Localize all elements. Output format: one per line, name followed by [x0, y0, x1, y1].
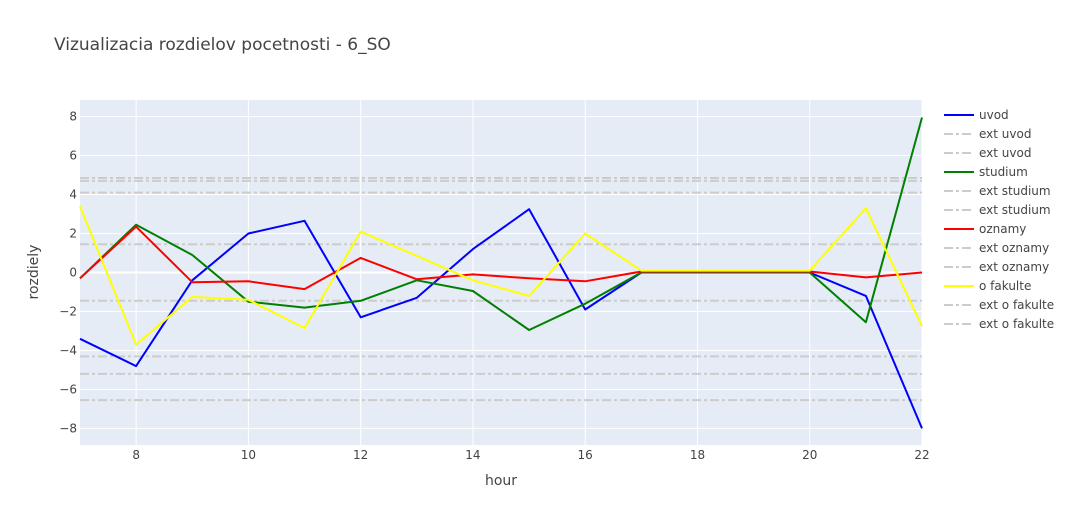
legend-item: ext studium	[944, 203, 1051, 217]
series-line-o-fakulte	[79, 205, 923, 346]
x-tick-label: 22	[914, 448, 929, 462]
legend-item: ext o fakulte	[944, 298, 1054, 312]
legend-label: ext uvod	[979, 146, 1031, 160]
legend-label: studium	[979, 165, 1028, 179]
y-tick-label: 2	[69, 227, 77, 241]
y-axis-ticks: −8 −6 −4 −2 0 2 4 6 8	[59, 110, 77, 436]
x-tick-label: 10	[241, 448, 256, 462]
x-tick-label: 8	[132, 448, 140, 462]
y-tick-label: 4	[69, 188, 77, 202]
legend-item: ext oznamy	[944, 241, 1049, 255]
legend-label: ext oznamy	[979, 260, 1049, 274]
x-tick-label: 16	[578, 448, 593, 462]
legend-label: ext uvod	[979, 127, 1031, 141]
y-tick-label: −4	[59, 343, 77, 357]
legend-label: ext o fakulte	[979, 298, 1054, 312]
x-tick-label: 12	[353, 448, 368, 462]
legend-label: ext oznamy	[979, 241, 1049, 255]
x-axis-ticks: 8 10 12 14 16 18 20 22	[132, 448, 929, 462]
legend-item: ext studium	[944, 184, 1051, 198]
reference-lines	[80, 176, 922, 402]
legend-label: ext o fakulte	[979, 317, 1054, 331]
x-tick-label: 18	[690, 448, 705, 462]
grid-lines	[80, 100, 923, 445]
legend-item: ext uvod	[944, 127, 1031, 141]
y-tick-label: −6	[59, 382, 77, 396]
legend-item: o fakulte	[944, 279, 1031, 293]
y-tick-label: 0	[69, 266, 77, 280]
legend-label: ext studium	[979, 184, 1051, 198]
x-tick-label: 14	[465, 448, 480, 462]
y-tick-label: 6	[69, 149, 77, 163]
legend-item: ext uvod	[944, 146, 1031, 160]
legend: uvod ext uvod ext uvod studium ext studium ex…	[944, 108, 1054, 331]
legend-item: studium	[944, 165, 1028, 179]
legend-label: oznamy	[979, 222, 1026, 236]
x-axis-title: hour	[485, 473, 517, 489]
legend-label: ext studium	[979, 203, 1051, 217]
legend-label: o fakulte	[979, 279, 1031, 293]
series-lines	[79, 117, 923, 429]
legend-label: uvod	[979, 108, 1009, 122]
legend-item: ext o fakulte	[944, 317, 1054, 331]
chart-title: Vizualizacia rozdielov pocetnosti - 6_SO	[54, 35, 391, 55]
y-axis-title: rozdiely	[26, 245, 42, 300]
legend-item: ext oznamy	[944, 260, 1049, 274]
legend-item: uvod	[944, 108, 1009, 122]
y-tick-label: 8	[69, 110, 77, 124]
legend-item: oznamy	[944, 222, 1026, 236]
x-tick-label: 20	[802, 448, 817, 462]
y-tick-label: −2	[59, 304, 77, 318]
y-tick-label: −8	[59, 421, 77, 435]
